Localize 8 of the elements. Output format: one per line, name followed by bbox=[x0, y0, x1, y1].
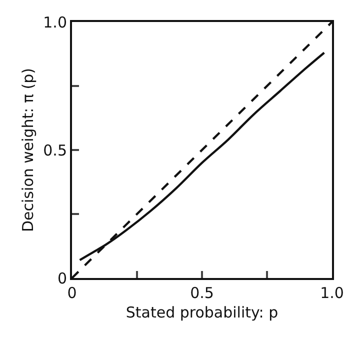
y-tick-label: 0 bbox=[57, 269, 67, 288]
y-tick-label: 1.0 bbox=[43, 13, 67, 32]
x-tick-label: 0.5 bbox=[190, 284, 214, 302]
y-axis-title: Decision weight: π (p) bbox=[18, 68, 37, 232]
x-axis-title: Stated probability: p bbox=[126, 304, 278, 322]
y-tick-label: 0.5 bbox=[43, 141, 67, 160]
line-series bbox=[78, 52, 326, 262]
x-tick-label: 1.0 bbox=[320, 284, 344, 302]
